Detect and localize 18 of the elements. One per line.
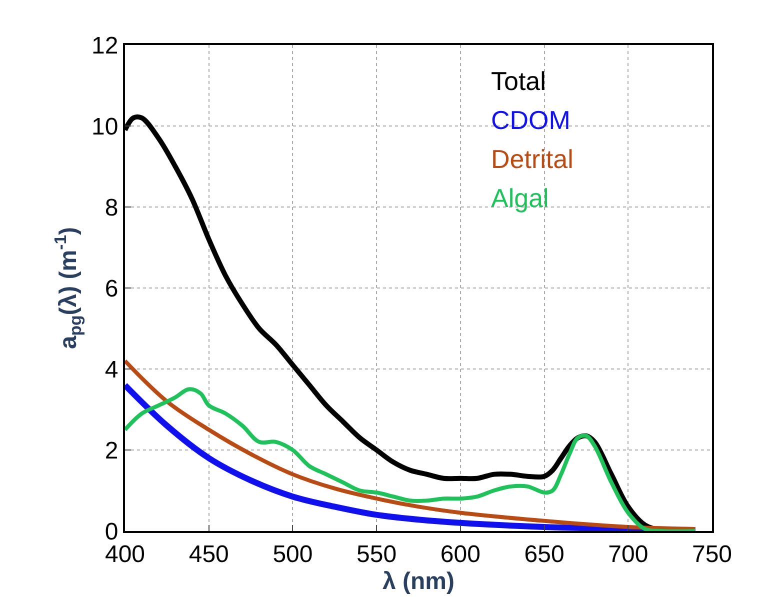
x-tick-label: 750 bbox=[692, 540, 732, 568]
y-tick-label: 12 bbox=[91, 32, 118, 60]
y-tick-label: 2 bbox=[104, 437, 118, 464]
x-tick-label: 450 bbox=[188, 540, 229, 568]
text: Detrital bbox=[491, 144, 574, 174]
x-axis-title: λ (nm) bbox=[382, 568, 454, 595]
y-tick-label: 6 bbox=[104, 275, 118, 302]
x-tick-label: 700 bbox=[608, 540, 648, 568]
x-tick-label: 500 bbox=[272, 540, 313, 568]
x-tick-label: 650 bbox=[524, 540, 564, 568]
x-tick-label: 550 bbox=[356, 540, 397, 568]
text: CDOM bbox=[491, 105, 570, 135]
y-tick-label: 10 bbox=[91, 113, 118, 140]
text: Algal bbox=[491, 183, 549, 213]
y-tick-label: 4 bbox=[104, 356, 118, 384]
text: Total bbox=[491, 66, 546, 96]
y-tick-label: 8 bbox=[104, 194, 118, 222]
x-tick-label: 600 bbox=[440, 540, 480, 568]
